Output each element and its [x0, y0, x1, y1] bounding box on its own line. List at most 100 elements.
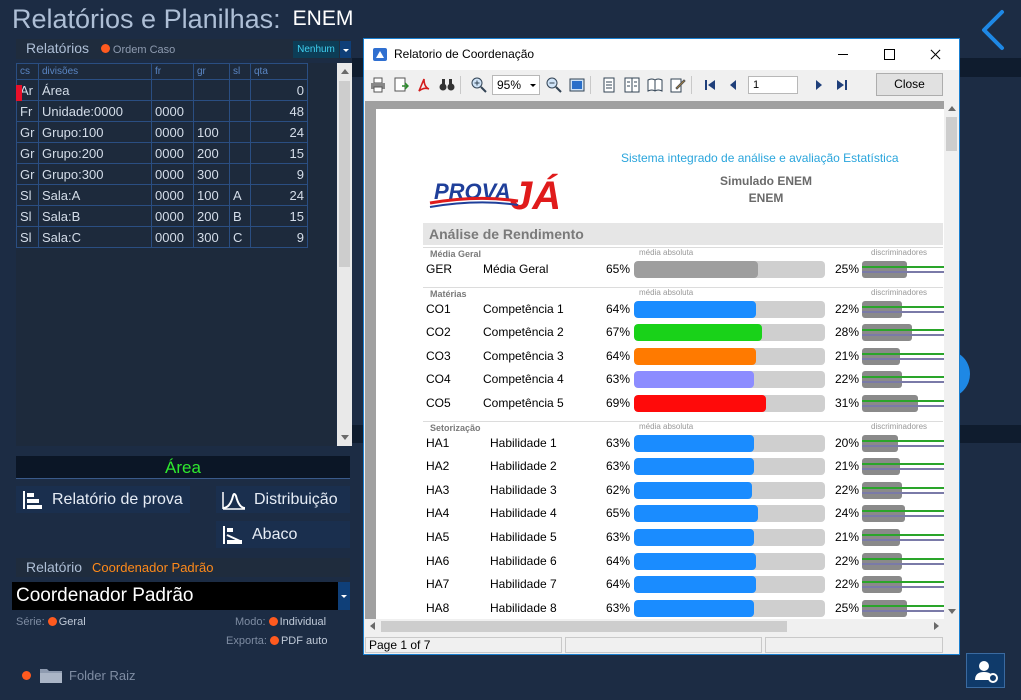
- toolbar-separator: [460, 76, 461, 94]
- col-header-divisoes[interactable]: divisões: [38, 63, 152, 80]
- export-icon: [394, 77, 409, 92]
- simulado-title-line: Simulado ENEM: [719, 174, 812, 188]
- scroll-left-icon[interactable]: [370, 622, 375, 630]
- zoom-in-button[interactable]: [470, 76, 488, 94]
- distribuicao-button[interactable]: Distribuição: [216, 486, 350, 513]
- serie-option[interactable]: Série: Geral: [16, 616, 86, 628]
- filter-dropdown-icon[interactable]: [340, 41, 351, 58]
- back-chevron-icon[interactable]: [978, 8, 1008, 52]
- media-bar-track: [634, 300, 825, 318]
- group-name: Média Geral: [430, 249, 482, 259]
- scroll-up-icon[interactable]: [948, 106, 956, 111]
- last-page-button[interactable]: [833, 76, 851, 94]
- media-bar-track: [634, 552, 825, 570]
- window-title: Relatorio de Coordenação: [394, 47, 535, 61]
- cell-sl: A: [229, 184, 251, 206]
- discriminator-line-purple: [862, 515, 946, 518]
- filter-select[interactable]: Nenhum: [293, 41, 339, 58]
- exporta-option[interactable]: Exporta: PDF auto: [226, 635, 327, 647]
- status-page-indicator: Page 1 of 7: [365, 637, 562, 653]
- window-close-button[interactable]: [912, 39, 958, 70]
- col-header-gr[interactable]: gr: [193, 63, 230, 80]
- export-button[interactable]: [392, 76, 410, 94]
- discriminator-bar: [862, 395, 946, 412]
- scroll-right-icon[interactable]: [934, 622, 939, 630]
- cell-fr: 0000: [151, 100, 194, 122]
- discriminator-box: [862, 324, 912, 342]
- discriminator-box: [862, 576, 902, 594]
- zoom-select[interactable]: 95%: [492, 75, 540, 95]
- report-viewer[interactable]: PROVA JÁ Sistema integrado de análise e …: [365, 101, 946, 619]
- relatorio-de-prova-button[interactable]: Relatório de prova: [16, 486, 190, 513]
- table-row[interactable]: Gr Grupo:300 0000 300 9: [16, 163, 308, 185]
- group-header: Média Geral média absoluta discriminadores: [423, 247, 943, 259]
- app-title-text: Relatórios e Planilhas:: [12, 4, 281, 34]
- print-button[interactable]: [369, 76, 387, 94]
- pdf-button[interactable]: [415, 76, 433, 94]
- scroll-thumb[interactable]: [381, 621, 787, 632]
- book-view-button[interactable]: [646, 76, 664, 94]
- find-button[interactable]: [438, 76, 456, 94]
- close-button[interactable]: Close: [876, 73, 943, 96]
- scroll-thumb[interactable]: [946, 117, 957, 151]
- table-row[interactable]: Sl Sala:B 0000 200 B 15: [16, 205, 308, 227]
- zoom-dropdown-icon[interactable]: [530, 84, 536, 87]
- toolbar-separator: [691, 76, 692, 94]
- table-row[interactable]: Gr Grupo:200 0000 200 15: [16, 142, 308, 164]
- page-number-input[interactable]: 1: [748, 76, 798, 94]
- table-row[interactable]: Sl Sala:A 0000 100 A 24: [16, 184, 308, 206]
- table-header-row: cs divisões fr gr sl qta: [16, 63, 308, 80]
- viewer-vertical-scrollbar[interactable]: [944, 101, 959, 619]
- prev-page-button[interactable]: [724, 76, 742, 94]
- col-header-qta[interactable]: qta: [250, 63, 308, 80]
- scroll-thumb[interactable]: [339, 81, 350, 267]
- radio-ordem-caso-icon[interactable]: [100, 44, 110, 53]
- app-subtitle: ENEM: [292, 7, 354, 30]
- relatorio-select[interactable]: Coordenador Padrão: [12, 582, 338, 610]
- edit-button[interactable]: [669, 76, 687, 94]
- col-header-fr[interactable]: fr: [151, 63, 194, 80]
- row-media-percent: 63%: [606, 459, 631, 474]
- table-row[interactable]: Ar Área 0: [16, 79, 308, 101]
- ordem-caso-label[interactable]: Ordem Caso: [112, 44, 176, 56]
- zoom-out-button[interactable]: [545, 76, 563, 94]
- single-page-button[interactable]: [600, 76, 618, 94]
- serie-radio-icon[interactable]: [47, 617, 57, 626]
- scroll-down-icon[interactable]: [341, 435, 349, 440]
- next-page-button[interactable]: [810, 76, 828, 94]
- discriminator-box: [862, 395, 918, 412]
- abaco-button[interactable]: Abaco: [216, 521, 350, 548]
- window-titlebar[interactable]: Relatorio de Coordenação: [364, 39, 959, 70]
- media-bar-track: [634, 261, 825, 278]
- folder-radio-icon[interactable]: [22, 670, 31, 680]
- table-row[interactable]: Gr Grupo:100 0000 100 24: [16, 121, 308, 143]
- modo-option[interactable]: Modo: Individual: [235, 616, 326, 628]
- media-bar-fill: [634, 434, 754, 452]
- col-header-sl[interactable]: sl: [229, 63, 251, 80]
- viewer-horizontal-scrollbar[interactable]: [365, 619, 944, 634]
- modo-radio-icon[interactable]: [268, 617, 278, 626]
- multi-page-button[interactable]: [623, 76, 641, 94]
- folder-raiz-option[interactable]: Folder Raiz: [22, 666, 135, 684]
- maximize-button[interactable]: [866, 39, 912, 70]
- table-row[interactable]: Sl Sala:C 0000 300 C 9: [16, 226, 308, 248]
- grid-scrollbar[interactable]: [337, 63, 352, 446]
- col-header-cs[interactable]: cs: [16, 63, 39, 80]
- table-row[interactable]: Fr Unidade:0000 0000 48: [16, 100, 308, 122]
- fit-page-button[interactable]: [568, 76, 586, 94]
- discriminator-box: [862, 371, 902, 389]
- media-bar-track: [634, 576, 825, 594]
- relatorio-dropdown-icon[interactable]: [338, 582, 350, 610]
- user-settings-button[interactable]: [966, 653, 1005, 688]
- scroll-up-icon[interactable]: [341, 69, 349, 74]
- cell-fr: 0000: [151, 163, 194, 185]
- prev-page-icon: [730, 80, 736, 90]
- minimize-button[interactable]: [820, 39, 866, 70]
- scroll-down-icon[interactable]: [948, 609, 956, 614]
- first-page-button[interactable]: [701, 76, 719, 94]
- media-bar-track: [634, 481, 825, 499]
- row-name: Habilidade 5: [490, 530, 557, 544]
- row-media-percent: 63%: [606, 435, 631, 450]
- exporta-radio-icon[interactable]: [269, 636, 279, 645]
- group-name: Matérias: [430, 288, 467, 299]
